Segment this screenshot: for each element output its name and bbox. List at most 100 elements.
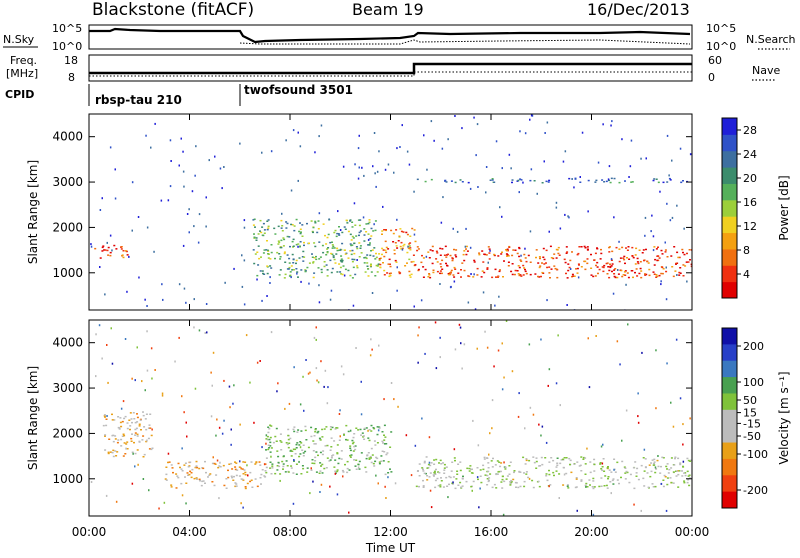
velocity-cell xyxy=(321,428,324,431)
velocity-cell xyxy=(319,470,322,472)
power-cell xyxy=(383,269,386,272)
velocity-cell xyxy=(376,426,379,428)
power-cell xyxy=(326,275,329,277)
velocity-cell xyxy=(390,471,393,473)
velocity-cell xyxy=(501,478,504,481)
power-cell xyxy=(565,246,568,248)
power-cell xyxy=(120,248,123,250)
power-cell xyxy=(517,179,520,182)
velocity-cell xyxy=(188,473,191,476)
power-cell xyxy=(631,255,634,257)
velocity-cell xyxy=(334,428,337,430)
velocity-cell xyxy=(686,481,689,484)
velocity-cell xyxy=(443,472,446,474)
velocity-cell xyxy=(643,485,646,487)
velocity-cell xyxy=(580,456,583,458)
power-cell xyxy=(586,249,589,251)
velocity-cell xyxy=(563,457,566,459)
power-cell xyxy=(548,272,551,274)
power-cell xyxy=(255,237,258,239)
velocity-cell xyxy=(329,428,332,431)
power-cell xyxy=(257,264,260,266)
power-cell xyxy=(369,254,372,257)
power-colorbar-swatch xyxy=(722,232,737,250)
velocity-cell xyxy=(133,418,136,420)
power-cell xyxy=(488,248,491,250)
power-cell xyxy=(358,242,361,244)
power-cell xyxy=(337,233,340,235)
power-cell xyxy=(389,263,391,265)
velocity-cell xyxy=(242,461,245,463)
velocity-cell xyxy=(459,481,462,484)
velocity-cell xyxy=(562,466,565,469)
power-cell xyxy=(300,269,303,271)
power-cell xyxy=(683,253,686,256)
power-cell xyxy=(439,247,442,250)
velocity-cell xyxy=(501,475,504,478)
power-cell xyxy=(301,224,304,226)
power-cell xyxy=(436,270,439,273)
power-colorbar-tick-label: 28 xyxy=(743,124,757,137)
velocity-cell xyxy=(269,467,272,469)
power-cell xyxy=(465,253,468,256)
velocity-cell xyxy=(168,461,171,463)
power-cell xyxy=(583,245,586,248)
velocity-cell xyxy=(298,455,301,458)
velocity-colorbar-swatch xyxy=(722,344,737,362)
velocity-cell xyxy=(509,461,512,463)
cpid-segment-2: twofsound 3501 xyxy=(244,83,353,97)
velocity-cell xyxy=(677,473,680,476)
power-cell xyxy=(571,275,573,278)
power-cell xyxy=(374,275,377,277)
velocity-cell xyxy=(425,472,427,475)
power-cell xyxy=(644,274,647,276)
power-cell xyxy=(448,274,451,276)
velocity-cell xyxy=(592,487,595,490)
velocity-cell xyxy=(532,486,535,489)
velocity-cell xyxy=(584,463,587,465)
velocity-cell xyxy=(242,479,245,481)
velocity-cell xyxy=(361,432,364,434)
velocity-cell xyxy=(336,444,339,446)
velocity-cell xyxy=(269,461,272,463)
velocity-cell xyxy=(368,439,371,442)
power-cell xyxy=(505,249,508,252)
velocity-cell xyxy=(136,421,139,423)
velocity-cell xyxy=(294,453,297,455)
velocity-cell xyxy=(552,459,555,462)
power-frame xyxy=(88,113,693,311)
power-cell xyxy=(357,219,360,221)
velocity-cell xyxy=(417,470,419,472)
power-cell xyxy=(431,250,434,252)
velocity-cell xyxy=(138,423,141,425)
velocity-cell xyxy=(326,444,329,447)
power-cell xyxy=(557,252,560,255)
velocity-cell xyxy=(500,481,503,483)
velocity-cell xyxy=(689,460,692,462)
power-colorbar-swatch xyxy=(722,183,737,201)
velocity-cell xyxy=(196,478,198,480)
velocity-cell xyxy=(665,465,668,468)
velocity-cell xyxy=(672,482,675,484)
power-cell xyxy=(102,245,105,247)
power-cell xyxy=(428,273,431,275)
power-cell xyxy=(549,245,552,248)
power-cell xyxy=(478,253,481,256)
velocity-cell xyxy=(281,460,284,463)
velocity-cell xyxy=(279,473,282,475)
velocity-cell xyxy=(176,475,179,477)
velocity-cell xyxy=(616,461,619,464)
power-cell xyxy=(387,263,390,265)
velocity-cell xyxy=(436,477,439,480)
velocity-cell xyxy=(344,463,346,466)
velocity-noise xyxy=(90,320,691,516)
velocity-cell xyxy=(677,486,680,488)
velocity-cell xyxy=(607,476,610,478)
power-cell xyxy=(255,239,258,241)
velocity-cell xyxy=(487,467,490,469)
velocity-cell xyxy=(531,479,534,482)
power-feature-1 xyxy=(252,218,380,279)
velocity-cell xyxy=(336,452,339,455)
velocity-cell xyxy=(570,471,573,474)
velocity-cell xyxy=(669,477,672,479)
